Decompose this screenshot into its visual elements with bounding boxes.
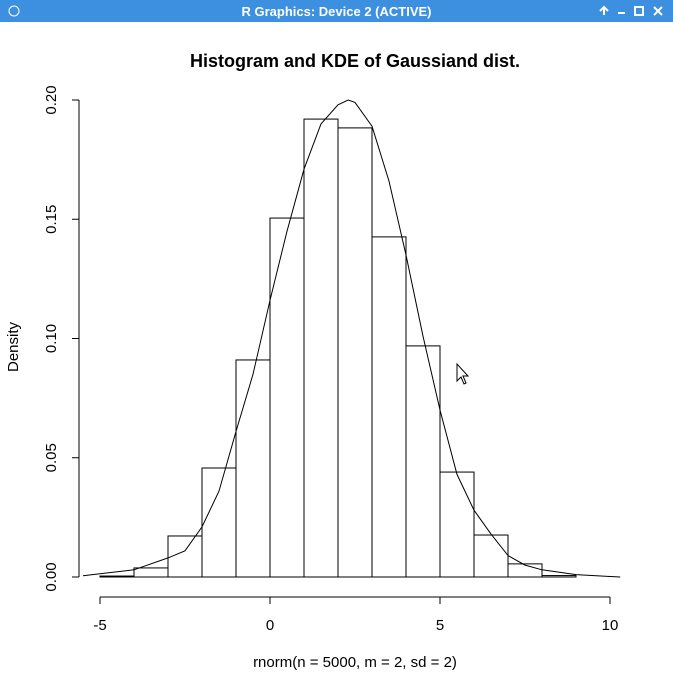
bar (507, 563, 543, 578)
bar (201, 467, 237, 578)
chart-title: Histogram and KDE of Gaussiand dist. (190, 51, 520, 71)
bar (337, 127, 373, 578)
bar (439, 471, 475, 578)
window-icon (8, 5, 20, 17)
x-tick-label: -5 (93, 617, 106, 634)
y-tick-label: 0.20 (43, 85, 60, 114)
bar (167, 535, 203, 578)
pin-button[interactable] (599, 5, 609, 15)
bar (99, 575, 135, 578)
close-button[interactable] (653, 6, 663, 16)
kde-line (82, 99, 621, 578)
title-bar: R Graphics: Device 2 (ACTIVE) (0, 0, 673, 22)
bar (303, 118, 339, 578)
x-axis-label: rnorm(n = 5000, m = 2, sd = 2) (253, 654, 457, 671)
window-title: R Graphics: Device 2 (ACTIVE) (241, 4, 432, 19)
bar (133, 567, 169, 578)
y-tick-label: 0.10 (43, 324, 60, 353)
bar (371, 236, 407, 578)
bar (473, 534, 509, 578)
x-tick-label: 10 (602, 617, 619, 634)
bar (541, 575, 577, 578)
x-tick-label: 0 (266, 617, 274, 634)
bar (269, 217, 305, 578)
maximize-button[interactable] (634, 6, 644, 16)
y-tick-label: 0.00 (43, 562, 60, 591)
mouse-cursor (456, 362, 470, 385)
bar (405, 345, 441, 578)
y-tick-label: 0.15 (43, 205, 60, 234)
window-controls (8, 5, 663, 17)
bar (235, 359, 271, 578)
y-axis-label: Density (5, 321, 22, 372)
x-tick-label: 5 (436, 617, 444, 634)
y-tick-label: 0.05 (43, 443, 60, 472)
